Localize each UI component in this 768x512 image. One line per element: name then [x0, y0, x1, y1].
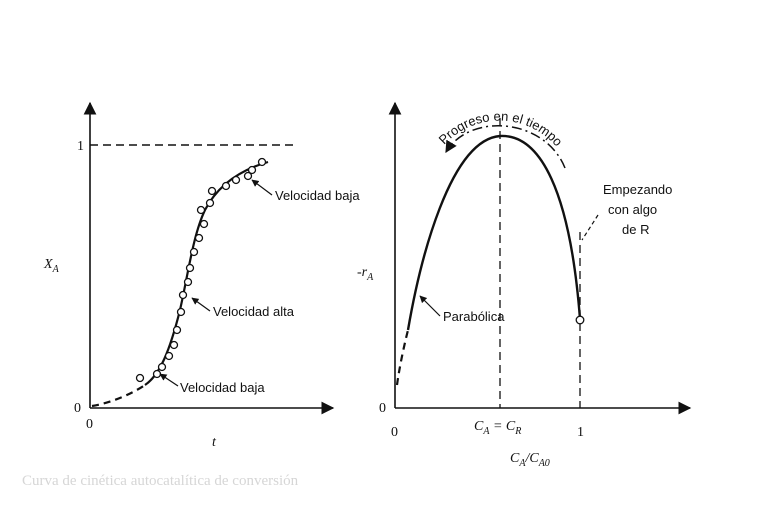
annotation-leader-parabolic: [419, 295, 441, 317]
left-y-axis-label: XA: [43, 257, 60, 275]
data-point: [185, 263, 195, 273]
data-point: [205, 198, 215, 208]
data-point: [178, 290, 188, 300]
annotation-leader-fast: [191, 297, 211, 312]
left-sigmoid-dashed-start: [91, 384, 146, 408]
peak-label: CA = CR: [474, 419, 521, 437]
data-point: [257, 157, 267, 167]
right-x-axis-label: CA/CA0: [510, 451, 550, 469]
annotation-start-line1: Empezando: [603, 182, 672, 197]
annotation-slow-bottom: Velocidad baja: [180, 380, 265, 395]
parabola-dashed-start: [395, 329, 410, 386]
annotation-fast: Velocidad alta: [213, 304, 295, 319]
progress-label: Progreso en el tiempo: [436, 109, 566, 150]
left-tick-zero-y: 0: [74, 401, 81, 416]
annotation-start-line2: con algo: [608, 202, 657, 217]
data-point: [243, 171, 253, 181]
annotation-parabolic: Parabólica: [443, 309, 505, 324]
data-point: [164, 351, 174, 361]
figure-caption: Curva de cinética autocatalítica de conv…: [22, 473, 299, 489]
data-point: [194, 233, 204, 243]
data-point: [207, 186, 217, 196]
left-sigmoid-curve: [144, 160, 269, 386]
left-tick-one: 1: [77, 139, 84, 154]
data-point: [231, 175, 241, 185]
right-tick-one-x: 1: [577, 425, 584, 440]
data-point: [172, 325, 182, 335]
right-tick-zero-x: 0: [391, 425, 398, 440]
data-point: [199, 219, 209, 229]
data-point: [176, 307, 186, 317]
data-point: [247, 165, 257, 175]
annotation-leader-slow-top: [251, 179, 273, 196]
data-point: [221, 181, 231, 191]
left-conversion-plot: 1 0 0 XA t: [43, 101, 360, 450]
data-point: [183, 277, 193, 287]
left-tick-zero-x: 0: [86, 417, 93, 432]
left-x-axis-label: t: [212, 435, 217, 450]
annotation-slow-top: Velocidad baja: [275, 188, 360, 203]
annotation-leader-slow-bottom: [159, 373, 179, 387]
data-point: [135, 373, 145, 383]
data-point: [169, 340, 179, 350]
parabola-curve: [406, 134, 582, 331]
annotation-leader-start: [581, 214, 599, 241]
start-point-marker: [575, 315, 585, 325]
data-point: [196, 205, 206, 215]
data-point: [189, 247, 199, 257]
data-point: [157, 362, 167, 372]
right-rate-plot: 0 0 1 -rA CA/CA0 CA = CR Progreso en el …: [357, 101, 692, 469]
annotation-start-line3: de R: [622, 222, 649, 237]
progress-arc: [445, 125, 566, 169]
left-data-points: [135, 157, 267, 383]
right-tick-zero-y: 0: [379, 401, 386, 416]
right-y-axis-label: -rA: [357, 265, 374, 283]
data-point: [152, 369, 162, 379]
